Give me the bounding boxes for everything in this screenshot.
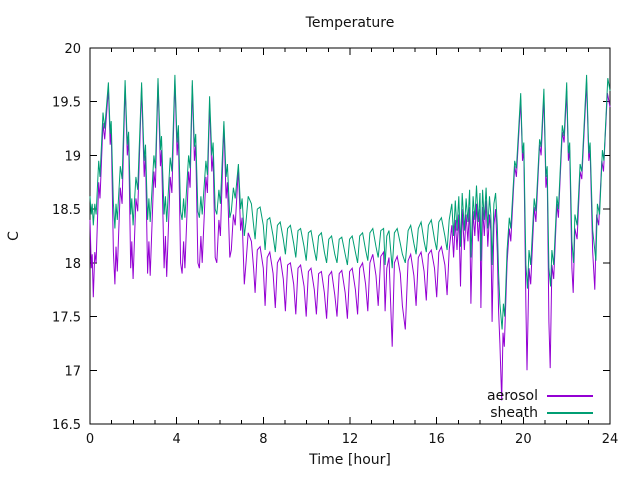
x-tick-label: 16 xyxy=(428,432,445,447)
legend-line-swatch-aerosol xyxy=(547,395,593,397)
legend-entry-sheath: sheath xyxy=(487,405,593,421)
legend: aerosol sheath xyxy=(487,388,593,421)
series-sheath-line xyxy=(89,74,611,330)
x-tick-label: 0 xyxy=(86,432,94,447)
x-tick-label: 8 xyxy=(259,432,267,447)
x-tick-label: 12 xyxy=(342,432,359,447)
y-tick-label: 17 xyxy=(64,364,81,379)
y-tick-label: 16.5 xyxy=(52,418,81,433)
legend-label-aerosol: aerosol xyxy=(487,388,538,404)
y-tick-label: 17.5 xyxy=(52,311,81,326)
series-aerosol-line xyxy=(89,80,611,401)
legend-line-swatch-sheath xyxy=(547,412,593,414)
y-tick-label: 20 xyxy=(64,42,81,57)
legend-entry-aerosol: aerosol xyxy=(487,388,593,404)
y-axis-label: C xyxy=(6,231,22,241)
x-axis-label: Time [hour] xyxy=(309,452,391,468)
legend-label-sheath: sheath xyxy=(490,405,538,421)
y-tick-label: 18.5 xyxy=(52,203,81,218)
x-tick-label: 20 xyxy=(515,432,532,447)
x-tick-label: 4 xyxy=(173,432,181,447)
chart-title: Temperature xyxy=(305,15,395,31)
y-tick-label: 19 xyxy=(64,149,81,164)
x-tick-label: 24 xyxy=(602,432,619,447)
y-tick-label: 18 xyxy=(64,257,81,272)
y-tick-label: 19.5 xyxy=(52,96,81,111)
